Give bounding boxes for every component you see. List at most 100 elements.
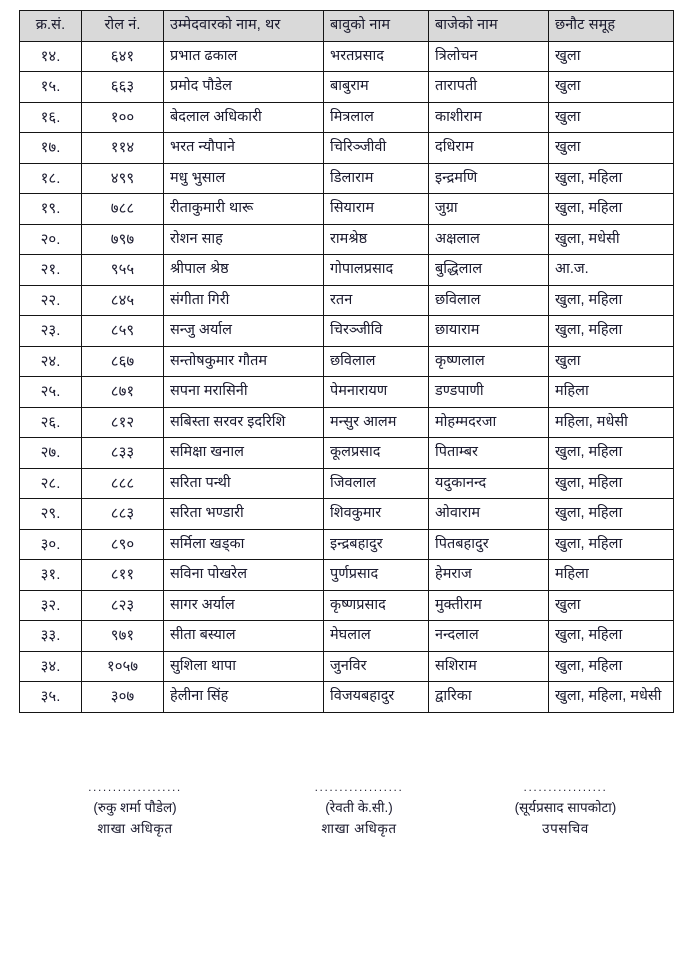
cell-father-name: चिरिञ्जीवी [323,132,429,164]
cell-selection-group: खुला, मधेसी [548,223,674,255]
cell-roll-no: ११४ [81,132,164,164]
results-table-container: क्र.सं. रोल नं. उम्मेदवारको नाम, थर बावु… [19,10,674,713]
signature-line-3: ................. [523,780,608,794]
table-row: २५. ८७१ सपना मरासिनी पेमनारायण डण्डपाणी महिला [19,376,674,408]
cell-selection-group: खुला, महिला [548,467,674,499]
cell-candidate-name: समिक्षा खनाल [163,437,324,469]
cell-roll-no: ७८८ [81,193,164,225]
cell-roll-no: ८११ [81,559,164,591]
signatory-title-3: उपसचिव [542,820,589,836]
cell-candidate-name: सन्तोषकुमार गौतम [163,345,324,377]
cell-roll-no: ८९० [81,528,164,560]
cell-selection-group: महिला [548,559,674,591]
cell-grandfather-name: तारापती [428,71,549,103]
cell-father-name: बाबुराम [323,71,429,103]
cell-father-name: कूलप्रसाद [323,437,429,469]
cell-candidate-name: भरत न्यौपाने [163,132,324,164]
cell-grandfather-name: नन्दलाल [428,620,549,652]
cell-selection-group: खुला [548,132,674,164]
table-row: २७. ८३३ समिक्षा खनाल कूलप्रसाद पिताम्बर खुला,… [19,437,674,469]
cell-candidate-name: श्रीपाल श्रेष्ठ [163,254,324,286]
signatory-name-2: (रेवती के.सी.) [325,799,393,815]
cell-serial: ३१. [19,559,82,591]
table-row: २९. ८८३ सरिता भण्डारी शिवकुमार ओवाराम खुला, म… [19,498,674,530]
cell-serial: १४. [19,40,82,72]
cell-father-name: विजयबहादुर [323,681,429,713]
cell-roll-no: ८५९ [81,315,164,347]
table-row: २६. ८१२ सबिस्ता सरवर इदरिशि मन्सुर आलम मोहम्… [19,406,674,438]
column-header-grandfather-name: बाजेको नाम [428,10,549,42]
cell-roll-no: १०५७ [81,650,164,682]
signature-row: ................... (रुकु शर्मा पौडेल) श… [0,778,681,839]
cell-grandfather-name: पिताम्बर [428,437,549,469]
cell-father-name: मन्सुर आलम [323,406,429,438]
table-row: २८. ८८८ सरिता पन्थी जिवलाल यदुकानन्द खुला, मह… [19,467,674,499]
column-header-candidate-name: उम्मेदवारको नाम, थर [163,10,324,42]
table-row: ३१. ८११ सविना पोखरेल पुर्णप्रसाद हेमराज महिला [19,559,674,591]
signatory-name-3: (सूर्यप्रसाद सापकोटा) [514,799,617,815]
cell-grandfather-name: यदुकानन्द [428,467,549,499]
cell-roll-no: ९५५ [81,254,164,286]
signatory-title-2: शाखा अधिकृत [321,820,397,836]
cell-selection-group: खुला [548,71,674,103]
cell-serial: २५. [19,376,82,408]
cell-serial: २१. [19,254,82,286]
cell-grandfather-name: अक्षलाल [428,223,549,255]
cell-serial: २६. [19,406,82,438]
signature-line-1: ................... [88,780,182,794]
cell-roll-no: ८३३ [81,437,164,469]
table-row: २४. ८६७ सन्तोषकुमार गौतम छविलाल कृष्णलाल खुला [19,345,674,377]
cell-selection-group: खुला, महिला [548,528,674,560]
cell-serial: १७. [19,132,82,164]
cell-roll-no: ८१२ [81,406,164,438]
cell-selection-group: महिला, मधेसी [548,406,674,438]
cell-candidate-name: मधु भुसाल [163,162,324,194]
cell-roll-no: ९७१ [81,620,164,652]
cell-father-name: शिवकुमार [323,498,429,530]
signature-block-2: .................. (रेवती के.सी.) शाखा अ… [264,778,454,839]
cell-serial: २२. [19,284,82,316]
table-row: ३४. १०५७ सुशिला थापा जुनविर सशिराम खुला, महिल… [19,650,674,682]
cell-father-name: छविलाल [323,345,429,377]
cell-candidate-name: संगीता गिरी [163,284,324,316]
cell-grandfather-name: मोहम्मदरजा [428,406,549,438]
cell-candidate-name: सागर अर्याल [163,589,324,621]
cell-father-name: मित्रलाल [323,101,429,133]
table-row: ३०. ८९० सर्मिला खड्का इन्द्रबहादुर पितबहादुर… [19,528,674,560]
table-row: २३. ८५९ सन्जु अर्याल चिरञ्जीवि छायाराम खुला, … [19,315,674,347]
cell-selection-group: खुला [548,345,674,377]
table-row: १७. ११४ भरत न्यौपाने चिरिञ्जीवी दधिराम खुला [19,132,674,164]
cell-serial: ३५. [19,681,82,713]
cell-roll-no: ८८८ [81,467,164,499]
cell-grandfather-name: हेमराज [428,559,549,591]
table-header-row: क्र.सं. रोल नं. उम्मेदवारको नाम, थर बावु… [19,10,674,42]
cell-candidate-name: सुशिला थापा [163,650,324,682]
cell-selection-group: खुला, महिला [548,437,674,469]
cell-grandfather-name: सशिराम [428,650,549,682]
cell-father-name: जिवलाल [323,467,429,499]
cell-roll-no: ८२३ [81,589,164,621]
cell-roll-no: ८८३ [81,498,164,530]
cell-roll-no: ७९७ [81,223,164,255]
cell-roll-no: ६४१ [81,40,164,72]
cell-serial: १६. [19,101,82,133]
table-row: २१. ९५५ श्रीपाल श्रेष्ठ गोपालप्रसाद बुद्धिला… [19,254,674,286]
cell-grandfather-name: बुद्धिलाल [428,254,549,286]
table-row: १५. ६६३ प्रमोद पौडेल बाबुराम तारापती खुला [19,71,674,103]
cell-grandfather-name: छायाराम [428,315,549,347]
cell-selection-group: महिला [548,376,674,408]
cell-candidate-name: बेदलाल अधिकारी [163,101,324,133]
table-row: १८. ४९९ मधु भुसाल डिलाराम इन्द्रमणि खुला, महि… [19,162,674,194]
cell-candidate-name: सरिता भण्डारी [163,498,324,530]
cell-grandfather-name: कृष्णलाल [428,345,549,377]
cell-father-name: इन्द्रबहादुर [323,528,429,560]
cell-serial: ३२. [19,589,82,621]
cell-candidate-name: सीता बस्याल [163,620,324,652]
signatory-title-1: शाखा अधिकृत [97,820,173,836]
table-row: १९. ७८८ रीताकुमारी थारू सियाराम जुग्रा खुला, … [19,193,674,225]
cell-selection-group: खुला, महिला [548,284,674,316]
cell-candidate-name: हेलीना सिंह [163,681,324,713]
cell-candidate-name: प्रभात ढकाल [163,40,324,72]
cell-candidate-name: सबिस्ता सरवर इदरिशि [163,406,324,438]
cell-candidate-name: रीताकुमारी थारू [163,193,324,225]
